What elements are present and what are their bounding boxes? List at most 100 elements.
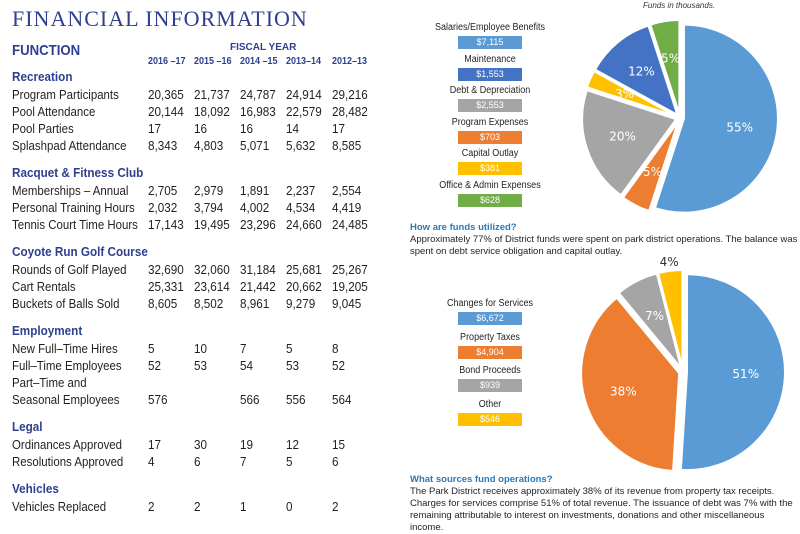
cell-value: 4,419	[332, 200, 362, 215]
row-label: Buckets of Balls Sold	[12, 296, 120, 311]
cell-value: 24,914	[286, 87, 322, 102]
cell-value: 2,979	[194, 183, 224, 198]
cell-value: 23,614	[194, 279, 230, 294]
cell-value: 5,632	[286, 138, 316, 153]
cell-value: 4,002	[240, 200, 270, 215]
cell-value: 18,092	[194, 104, 230, 119]
row-label: Rounds of Golf Played	[12, 262, 127, 277]
cell-value: 29,216	[332, 87, 368, 102]
cell-value: 5	[286, 454, 293, 469]
cell-value: 9,279	[286, 296, 316, 311]
section-4: Legal Ordinances Approved 17 30 19 12 15 Resolu…	[12, 419, 392, 470]
pie-slice	[593, 24, 680, 118]
slice-label: 5%	[643, 165, 662, 179]
funds-utilized-heading: How are funds utilized?	[410, 222, 517, 233]
section-2: Coyote Run Golf Course Rounds of Golf Pla…	[12, 244, 392, 312]
table-row: Resolutions Approved 4 6 7 5 6	[12, 453, 392, 470]
pie-slice	[585, 69, 677, 118]
legend-label: Maintenance	[464, 53, 516, 65]
funds-utilized-text: Approximately 77% of District funds were…	[410, 234, 798, 257]
cell-value: 24,485	[332, 217, 368, 232]
cell-value: 17	[332, 121, 346, 136]
slice-label: 7%	[645, 309, 664, 323]
cell-value: 52	[332, 358, 346, 373]
cell-value: 2,705	[148, 183, 178, 198]
row-label: Program Participants	[12, 87, 119, 102]
page-title: FINANCIAL INFORMATION	[12, 6, 308, 31]
cell-value: 4,803	[194, 138, 224, 153]
statistics-table: Recreation Program Participants 20,365 21,7…	[12, 69, 392, 515]
pie-slice	[656, 269, 684, 369]
cell-value: 20,144	[148, 104, 184, 119]
cell-value: 8,502	[194, 296, 224, 311]
year-header: 2014 –15	[240, 56, 278, 67]
cell-value: 54	[240, 358, 254, 373]
row-label: Personal Training Hours	[12, 200, 135, 215]
table-row: Splashpad Attendance 8,343 4,803 5,071 5,632…	[12, 137, 392, 154]
year-header: 2013–14	[286, 56, 322, 67]
section-1: Racquet & Fitness Club Memberships – Annu…	[12, 165, 392, 233]
cell-value: 576	[148, 392, 168, 407]
pie-slice	[653, 23, 779, 214]
cell-value: 19,495	[194, 217, 230, 232]
funding-sources-heading: What sources fund operations?	[410, 474, 553, 485]
legend-amount: $1,553	[458, 67, 522, 81]
cell-value: 2,554	[332, 183, 362, 198]
row-label: Cart Rentals	[12, 279, 76, 294]
row-label: Pool Parties	[12, 121, 74, 136]
table-row: Tennis Court Time Hours 17,143 19,495 23,29…	[12, 216, 392, 233]
cell-value: 4,534	[286, 200, 316, 215]
year-header: 2015 –16	[194, 56, 232, 67]
pie-slice	[621, 120, 680, 213]
table-row: Pool Attendance 20,144 18,092 16,983 22,579 2…	[12, 103, 392, 120]
slice-label: 4%	[660, 255, 679, 269]
section-heading: Vehicles	[12, 481, 59, 496]
cell-value: 3,794	[194, 200, 224, 215]
section-0: Recreation Program Participants 20,365 21,7…	[12, 69, 392, 154]
cell-value: 25,267	[332, 262, 368, 277]
table-row: Personal Training Hours 2,032 3,794 4,002 4,…	[12, 199, 392, 216]
legend-label: Salaries/Employee Benefits	[434, 22, 546, 33]
slice-label: 5%	[661, 51, 680, 65]
legend-amount: $939	[458, 379, 522, 392]
cell-value: 24,660	[286, 217, 322, 232]
legend-label: Property Taxes	[460, 331, 520, 343]
pie-slice	[580, 296, 681, 473]
row-label: Splashpad Attendance	[12, 138, 127, 153]
section-heading: Racquet & Fitness Club	[12, 165, 144, 180]
legend-amount: $628	[458, 193, 522, 207]
cell-value: 5,071	[240, 138, 270, 153]
funding-sources-text: The Park District receives approximately…	[410, 486, 793, 533]
slice-label: 38%	[610, 384, 637, 398]
cell-value: 30	[194, 437, 208, 452]
table-row: Memberships – Annual 2,705 2,979 1,891 2,237…	[12, 182, 392, 199]
funds-note: Funds in thousands.	[643, 1, 716, 10]
section-3: Employment New Full–Time Hires 5 10 7 5 8 Full–…	[12, 323, 392, 408]
legend-item: Office & Admin Expenses $628	[420, 180, 560, 207]
year-header: 2012–13	[332, 56, 368, 67]
legend-item: Other $546	[420, 399, 560, 426]
cell-value: 6	[332, 454, 339, 469]
row-label: Resolutions Approved	[12, 454, 124, 469]
cell-value: 6	[194, 454, 201, 469]
cell-value: 16,983	[240, 104, 276, 119]
cell-value: 2,032	[148, 200, 178, 215]
legend-label: Bond Proceeds	[459, 365, 521, 376]
cell-value: 564	[332, 392, 352, 407]
row-label: New Full–Time Hires	[12, 341, 118, 356]
cell-value: 14	[286, 121, 300, 136]
cell-value: 53	[194, 358, 208, 373]
row-label: Memberships – Annual	[12, 183, 129, 198]
cell-value: 32,060	[194, 262, 230, 277]
section-heading: Legal	[12, 419, 43, 434]
legend-item: Maintenance $1,553	[420, 54, 560, 81]
legend-item: Program Expenses $703	[420, 117, 560, 144]
fiscal-year-header: FISCAL YEAR	[230, 42, 297, 53]
cell-value: 19,205	[332, 279, 368, 294]
cell-value: 20,662	[286, 279, 322, 294]
row-label: Full–Time Employees	[12, 358, 122, 373]
pie-slice	[617, 272, 683, 370]
legend-item: Capital Outlay $381	[420, 148, 560, 175]
cell-value: 9,045	[332, 296, 362, 311]
